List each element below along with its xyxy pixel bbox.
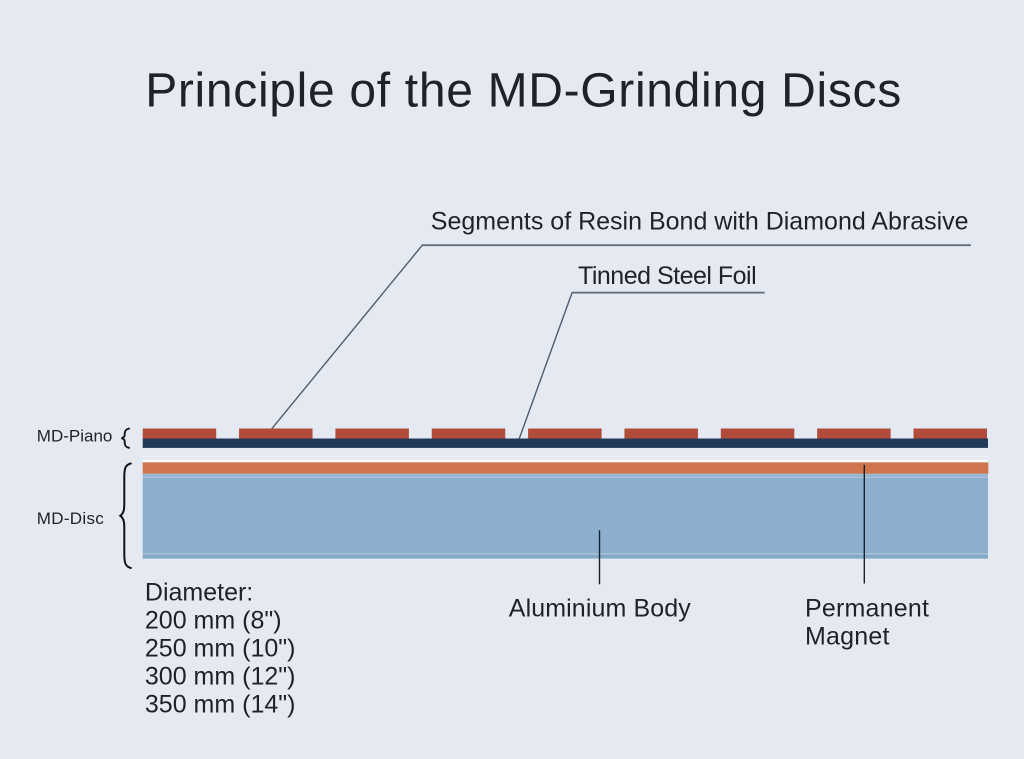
svg-text:Magnet: Magnet [805,622,890,650]
svg-text:Aluminium Body: Aluminium Body [509,594,691,622]
svg-text:MD-Piano: MD-Piano [37,426,113,445]
svg-text:Segments of Resin Bond with Di: Segments of Resin Bond with Diamond Abra… [431,208,969,236]
svg-text:250 mm (10"): 250 mm (10") [145,635,296,663]
svg-text:Tinned Steel Foil: Tinned Steel Foil [578,262,756,290]
svg-text:350 mm (14"): 350 mm (14") [145,691,296,719]
svg-text:200 mm (8"): 200 mm (8") [145,607,282,635]
svg-text:300 mm (12"): 300 mm (12") [145,663,296,691]
svg-text:MD-Disc: MD-Disc [37,509,104,528]
svg-text:Principle of the MD-Grinding D: Principle of the MD-Grinding Discs [145,64,902,117]
svg-text:Permanent: Permanent [805,594,929,622]
svg-text:Diameter:: Diameter: [145,579,253,607]
